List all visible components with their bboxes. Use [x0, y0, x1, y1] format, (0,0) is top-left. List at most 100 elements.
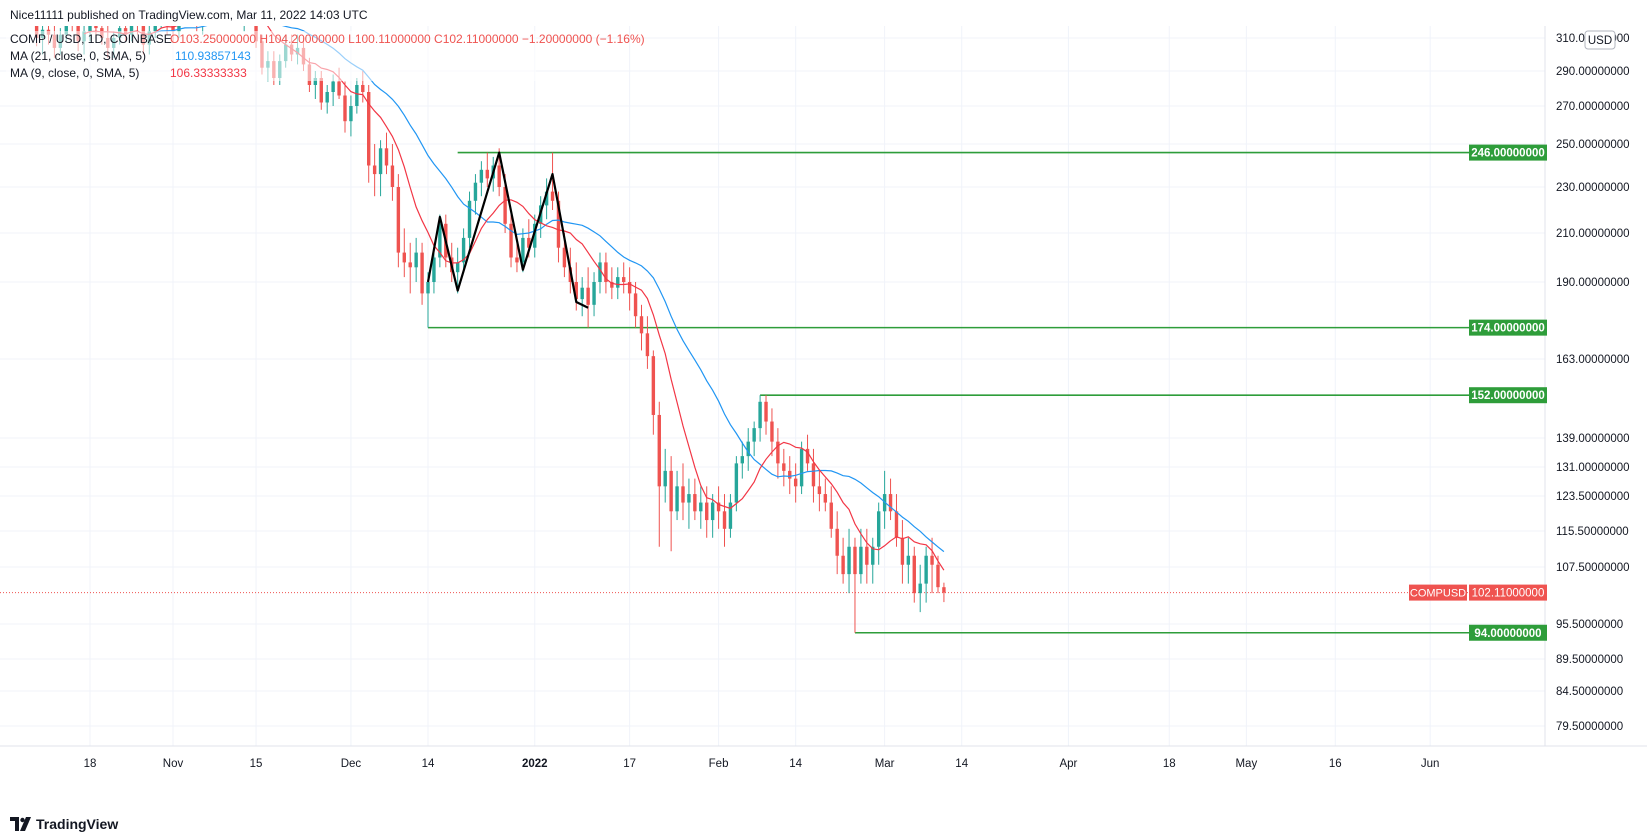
last-price-label: 102.11000000 — [1472, 588, 1545, 600]
candle[interactable] — [544, 178, 549, 220]
candle[interactable] — [788, 456, 792, 495]
candle[interactable] — [657, 401, 661, 547]
candle[interactable] — [823, 478, 828, 512]
candle[interactable] — [705, 486, 709, 538]
candle[interactable] — [829, 486, 833, 538]
candle[interactable] — [776, 428, 780, 479]
candle[interactable] — [888, 478, 893, 521]
candle[interactable] — [461, 228, 466, 273]
candle[interactable] — [930, 537, 934, 594]
candle[interactable] — [699, 486, 703, 529]
candle[interactable] — [367, 85, 371, 183]
candle[interactable] — [799, 441, 804, 495]
pattern-line[interactable] — [426, 151, 589, 309]
time-tick-label: 14 — [955, 758, 968, 770]
candle[interactable] — [533, 214, 537, 258]
candle[interactable] — [473, 174, 478, 215]
candle[interactable] — [782, 448, 786, 487]
time-axis[interactable]: 18 Nov 15 Dec 14 2022 17 Feb 14 Mar 14 Apr 18 May 16 Ju… — [84, 758, 1440, 770]
candle[interactable] — [325, 85, 329, 114]
candle[interactable] — [924, 546, 928, 603]
candle[interactable] — [900, 520, 905, 584]
candle[interactable] — [740, 441, 744, 479]
candle[interactable] — [438, 214, 442, 268]
candle-body — [88, 18, 92, 32]
pattern-drawing[interactable] — [426, 151, 589, 309]
time-tick-label: 14 — [422, 758, 435, 770]
candle[interactable] — [384, 132, 389, 175]
candle[interactable] — [586, 267, 590, 328]
candle[interactable] — [681, 463, 685, 521]
candle[interactable] — [758, 395, 762, 442]
candle[interactable] — [675, 470, 679, 521]
candle[interactable] — [592, 272, 596, 317]
candle[interactable] — [343, 81, 347, 133]
candle[interactable] — [414, 237, 418, 282]
candle[interactable] — [651, 350, 656, 435]
candle[interactable] — [669, 456, 673, 552]
candle[interactable] — [871, 537, 875, 584]
candle[interactable] — [378, 140, 383, 197]
candle[interactable] — [894, 494, 899, 547]
candle[interactable] — [793, 463, 798, 503]
candle-body — [651, 356, 656, 415]
tradingview-logo[interactable]: TradingView — [10, 816, 118, 832]
candle[interactable] — [420, 242, 424, 305]
candle[interactable] — [598, 252, 602, 294]
candle[interactable] — [580, 277, 584, 317]
support-resistance-levels[interactable] — [428, 151, 1545, 634]
time-tick-label: 2022 — [522, 758, 548, 770]
candle[interactable] — [402, 228, 406, 278]
candle[interactable] — [372, 144, 377, 197]
candle[interactable] — [847, 528, 851, 594]
candle[interactable] — [622, 262, 626, 294]
candle[interactable] — [906, 537, 911, 584]
candle[interactable] — [912, 546, 916, 603]
candle[interactable] — [509, 214, 513, 268]
candle[interactable] — [865, 528, 869, 584]
candle[interactable] — [722, 494, 727, 547]
candle[interactable] — [645, 316, 650, 369]
candle[interactable] — [752, 421, 756, 457]
candle[interactable] — [633, 282, 638, 328]
candle[interactable] — [663, 448, 667, 503]
candle[interactable] — [835, 511, 839, 575]
candle[interactable] — [479, 161, 484, 197]
candle[interactable] — [396, 174, 401, 268]
candle[interactable] — [746, 428, 750, 471]
candle[interactable] — [485, 152, 490, 187]
candle[interactable] — [942, 582, 946, 603]
candle[interactable] — [764, 395, 768, 435]
candle[interactable] — [876, 502, 881, 565]
candle[interactable] — [515, 242, 519, 273]
usd-badge[interactable]: USD — [1584, 30, 1616, 50]
candle[interactable] — [550, 152, 555, 210]
price-axis[interactable]: 310.00000000290.00000000270.00000000250.… — [1556, 33, 1630, 733]
candle[interactable] — [811, 448, 816, 503]
candle[interactable] — [349, 95, 353, 137]
candle[interactable] — [639, 304, 644, 351]
candle[interactable] — [841, 537, 845, 584]
candle[interactable] — [716, 486, 721, 529]
candle[interactable] — [390, 144, 395, 201]
candle[interactable] — [355, 78, 359, 114]
candle[interactable] — [604, 252, 608, 294]
ma21-line — [155, 16, 945, 553]
candle[interactable] — [770, 408, 774, 457]
candle[interactable] — [710, 494, 715, 538]
candle[interactable] — [467, 191, 472, 248]
candle[interactable] — [918, 564, 922, 613]
usd-badge-label: USD — [1588, 35, 1612, 47]
price-chart[interactable]: 310.00000000290.00000000270.00000000250.… — [0, 0, 1647, 811]
candle[interactable] — [693, 478, 697, 521]
chart-canvas[interactable]: 310.00000000290.00000000270.00000000250.… — [0, 0, 1647, 811]
candle[interactable] — [627, 267, 632, 311]
candle[interactable] — [734, 456, 739, 512]
candle[interactable] — [817, 470, 822, 512]
candle[interactable] — [687, 478, 691, 529]
candle[interactable] — [616, 267, 620, 300]
candle[interactable] — [859, 528, 863, 584]
candle[interactable] — [408, 242, 412, 294]
candle[interactable] — [728, 494, 733, 538]
candle[interactable] — [853, 537, 857, 633]
